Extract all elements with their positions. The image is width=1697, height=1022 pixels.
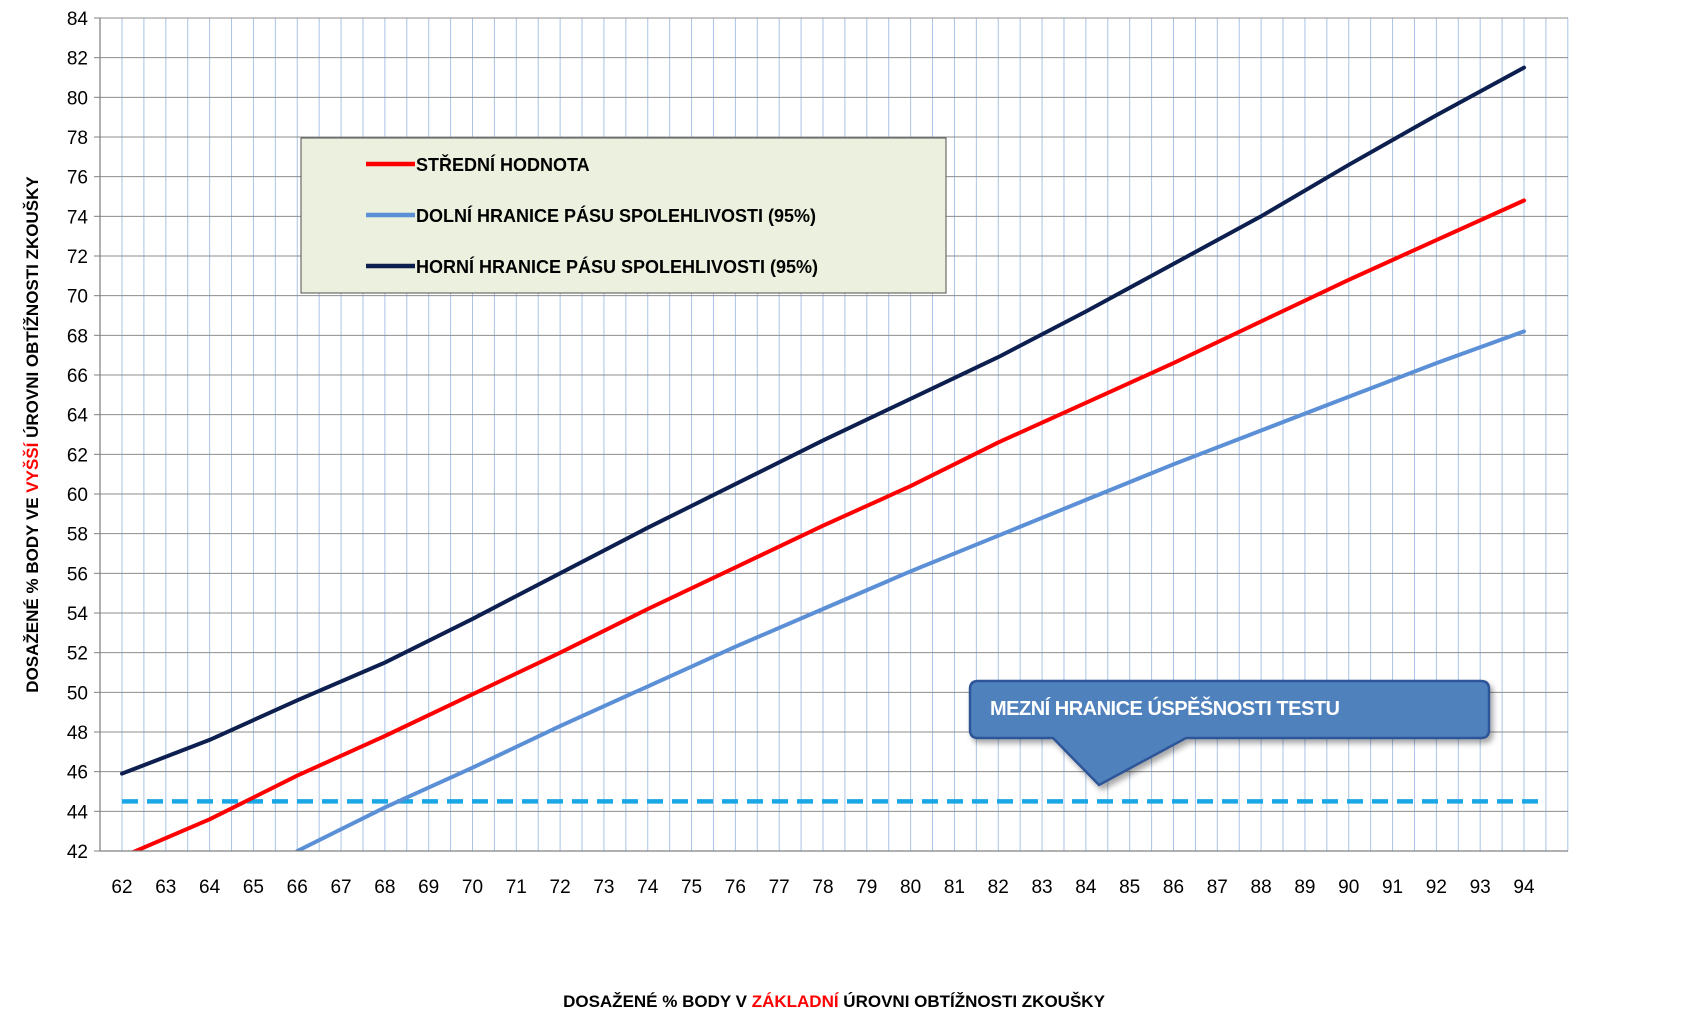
series-line-1 [295,329,1526,851]
x-tick-label: 71 [506,877,527,898]
x-tick-label: 88 [1251,877,1272,898]
x-tick-label: 70 [462,877,483,898]
x-tick-label: 72 [550,877,571,898]
x-tick-label: 87 [1207,877,1228,898]
x-tick-label: 94 [1513,877,1535,898]
x-tick-label: 66 [287,877,308,898]
y-tick-label: 78 [67,128,88,149]
series-layer [120,65,1526,851]
y-axis-title: DOSAŽENÉ % BODY VE VYŠŠÍ ÚROVNI OBTÍŽNOS… [23,176,42,693]
x-tick-label: 64 [199,877,221,898]
callout-shape [968,679,1491,787]
x-tick-label: 75 [681,877,702,898]
x-tick-label: 80 [900,877,921,898]
y-axis-title-part: ÚROVNI OBTÍŽNOSTI ZKOUŠKY [23,176,42,443]
x-tick-label: 79 [856,877,877,898]
callout: MEZNÍ HRANICE ÚSPĚŠNOSTI TESTU [968,679,1491,787]
axes: 42 44 46 48 50 52 54 56 58 60 62 64 66 68 70 72 74 76 78 80… [23,9,1568,1011]
y-tick-label: 60 [67,485,88,506]
y-tick-label: 74 [67,207,89,228]
y-tick-label: 84 [67,9,89,30]
callout-label: MEZNÍ HRANICE ÚSPĚŠNOSTI TESTU [990,696,1340,720]
y-tick-label: 70 [67,287,88,308]
y-tick-label: 82 [67,49,88,70]
legend-label-1: DOLNÍ HRANICE PÁSU SPOLEHLIVOSTI (95%) [416,205,816,226]
x-tick-label: 93 [1470,877,1491,898]
x-tick-label: 83 [1031,877,1052,898]
x-axis-title-part: DOSAŽENÉ % BODY V [563,992,752,1011]
x-tick-label: 73 [593,877,614,898]
x-tick-label: 82 [988,877,1009,898]
x-tick-label: 76 [725,877,746,898]
x-axis-title-part: ÚROVNI OBTÍŽNOSTI ZKOUŠKY [839,992,1106,1011]
x-tick-label: 74 [637,877,659,898]
x-tick-label: 91 [1382,877,1403,898]
legend-label-0: STŘEDNÍ HODNOTA [416,154,590,175]
y-tick-label: 76 [67,168,88,189]
x-tick-label: 69 [418,877,439,898]
x-tick-label: 90 [1338,877,1359,898]
x-tick-label: 62 [111,877,132,898]
x-axis-title-part: ZÁKLADNÍ [752,992,840,1011]
x-tick-label: 85 [1119,877,1140,898]
series-line-2 [120,65,1526,776]
legend: STŘEDNÍ HODNOTA DOLNÍ HRANICE PÁSU SPOLEH… [300,137,947,294]
y-axis-title-part: VYŠŠÍ [23,441,42,492]
y-tick-label: 72 [67,247,88,268]
x-tick-label: 65 [243,877,264,898]
series-line-0 [130,198,1526,851]
x-tick-label: 77 [769,877,790,898]
y-tick-label: 50 [67,683,88,704]
y-tick-label: 66 [67,366,88,387]
y-axis-title-part: DOSAŽENÉ % BODY VE [23,493,42,693]
y-tick-label: 64 [67,406,89,427]
y-tick-label: 46 [67,763,88,784]
x-tick-label: 84 [1075,877,1097,898]
y-tick-label: 68 [67,326,88,347]
x-tick-label: 68 [374,877,395,898]
x-tick-label: 89 [1294,877,1315,898]
x-tick-label: 67 [330,877,351,898]
legend-label-2: HORNÍ HRANICE PÁSU SPOLEHLIVOSTI (95%) [416,256,818,277]
y-tick-label: 58 [67,525,88,546]
x-tick-label: 63 [155,877,176,898]
y-tick-label: 56 [67,564,88,585]
y-tick-label: 80 [67,88,88,109]
y-tick-label: 48 [67,723,88,744]
y-tick-label: 52 [67,644,88,665]
x-axis-title: DOSAŽENÉ % BODY V ZÁKLADNÍ ÚROVNI OBTÍŽN… [563,992,1106,1011]
x-tick-label: 78 [812,877,833,898]
y-tick-label: 42 [67,842,88,863]
x-tick-label: 86 [1163,877,1184,898]
y-tick-label: 44 [67,802,89,823]
y-tick-label: 62 [67,445,88,466]
x-tick-label: 92 [1426,877,1447,898]
x-tick-label: 81 [944,877,965,898]
y-tick-label: 54 [67,604,89,625]
